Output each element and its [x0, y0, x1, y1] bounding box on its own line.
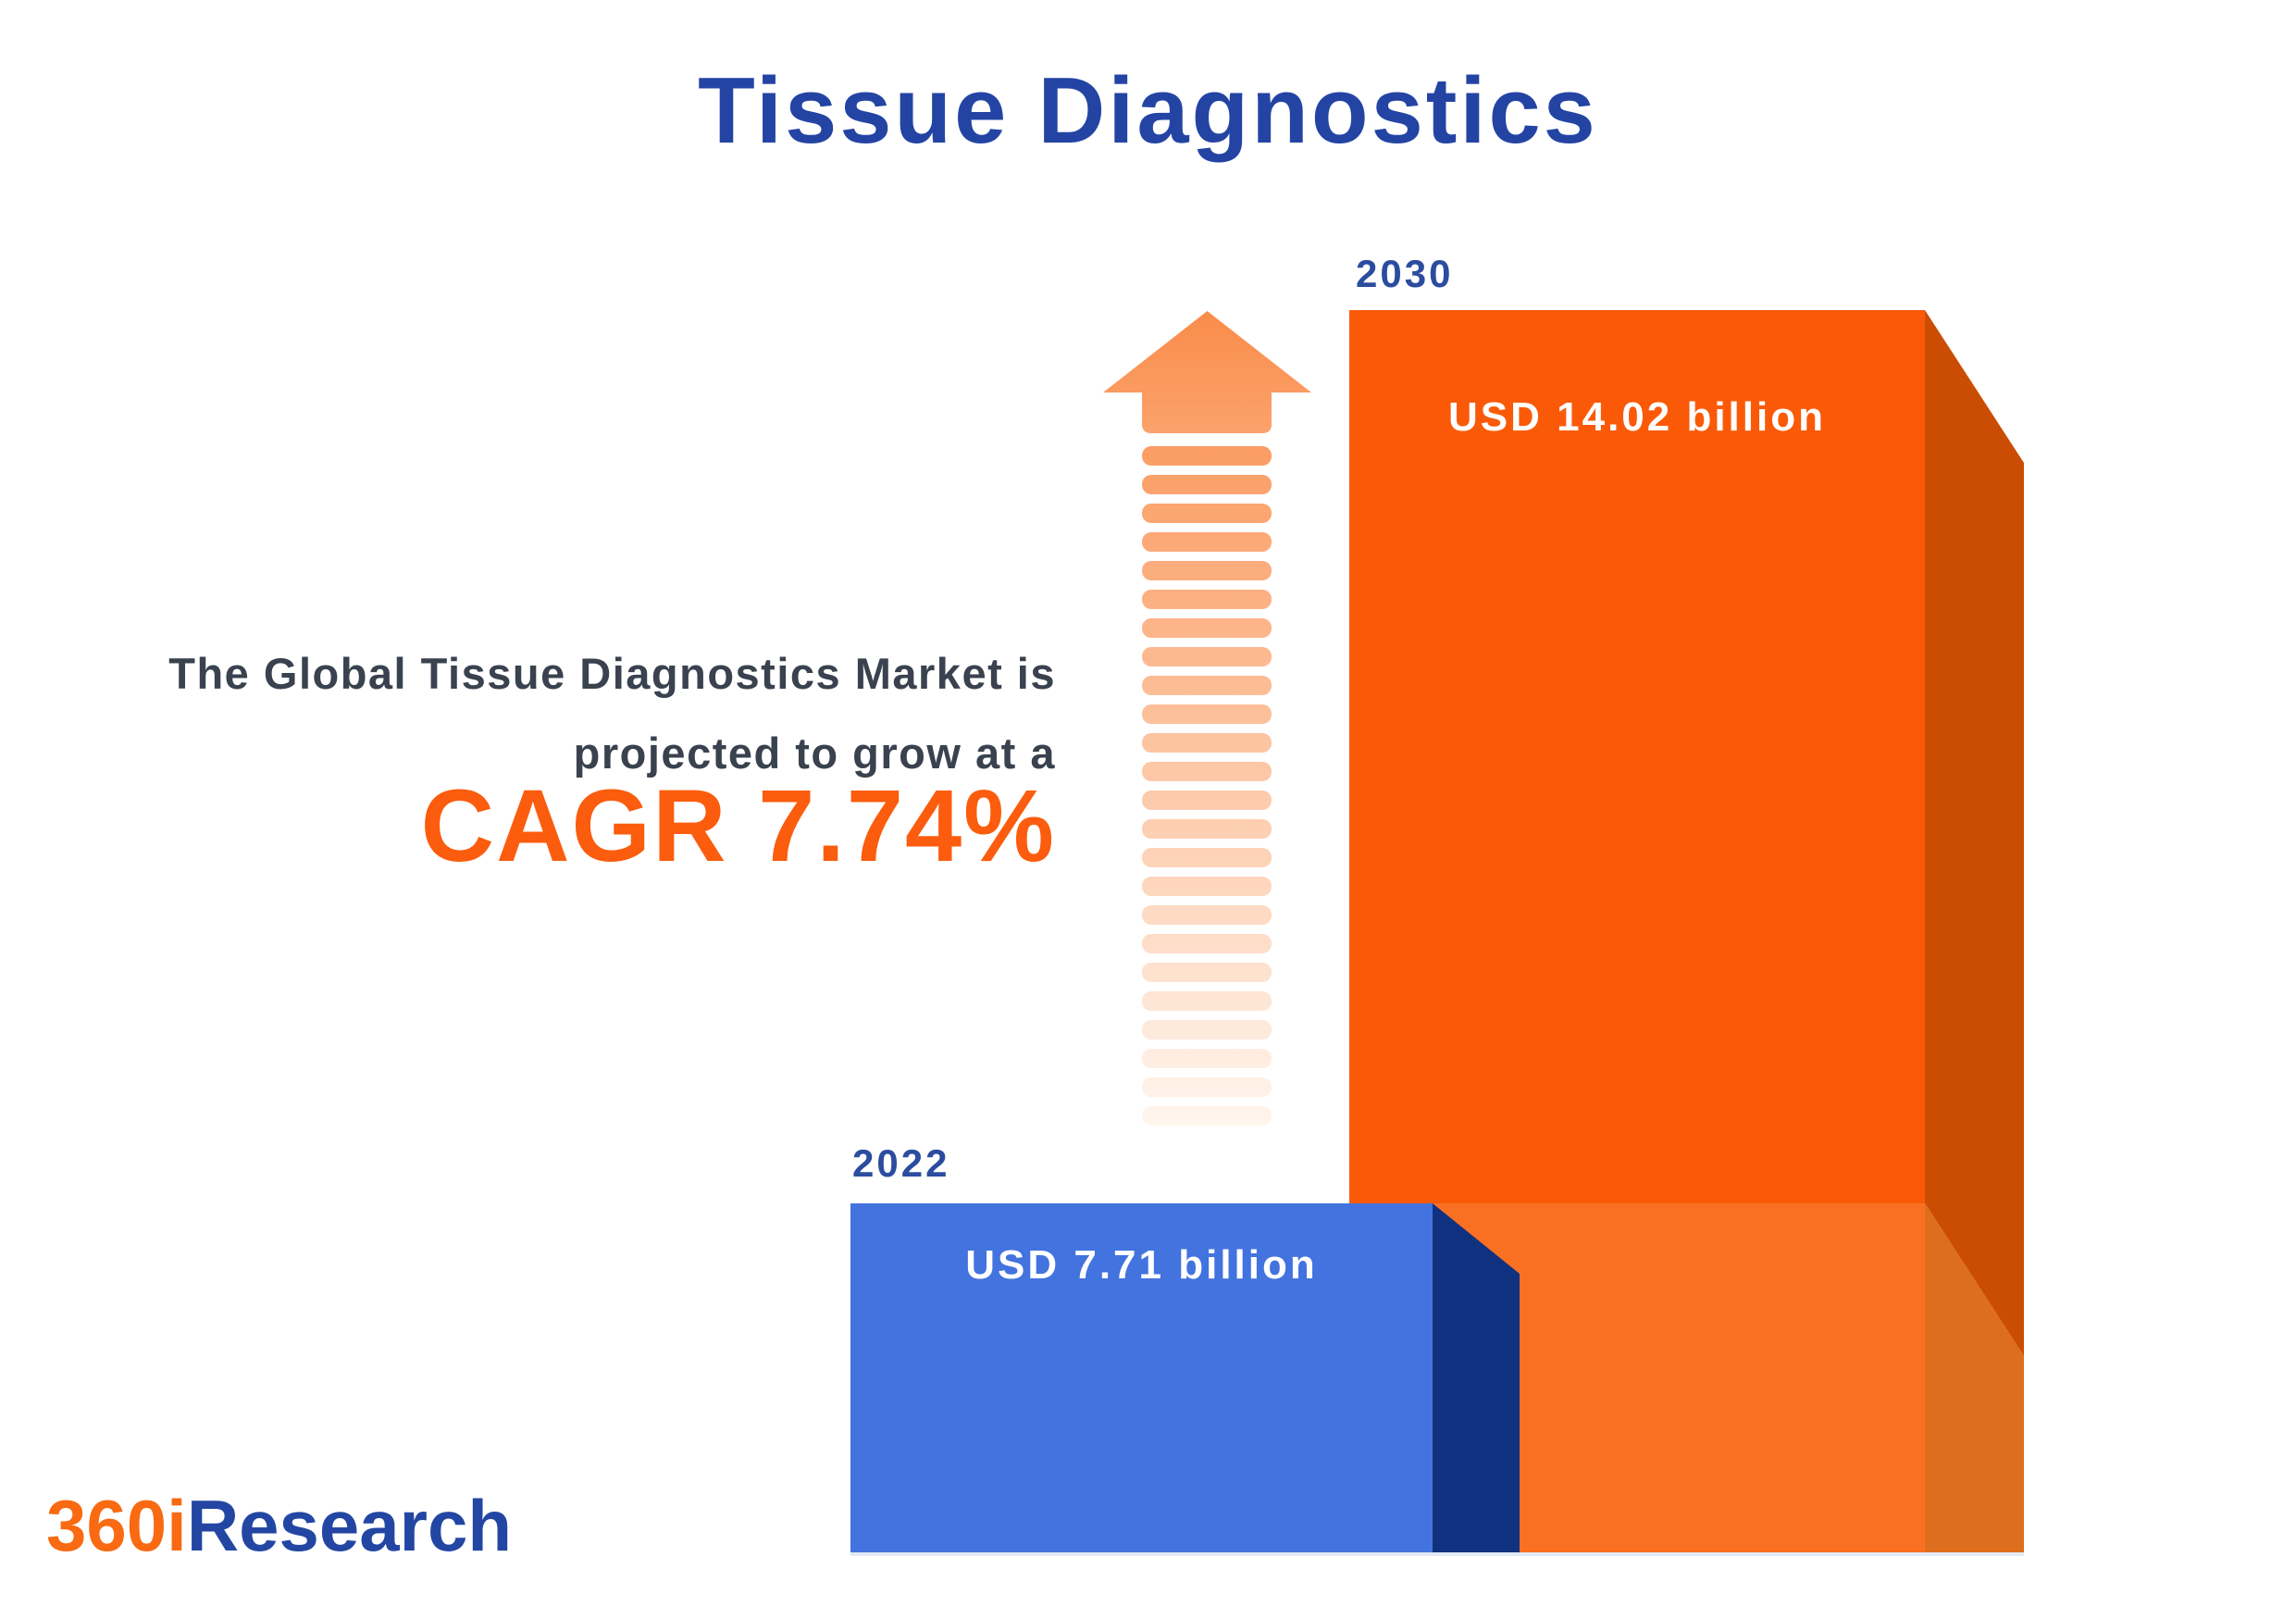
page-title: Tissue Diagnostics [698, 59, 1598, 163]
brand-logo-prefix: 360i [46, 1485, 187, 1566]
bar-2030-front-upper [1349, 310, 1925, 1203]
market-description: The Global Tissue Diagnostics Market is … [168, 634, 1056, 793]
bar-2030-side-lower [1925, 1203, 2024, 1552]
value-label-2022: USD 7.71 billion [965, 1242, 1318, 1288]
market-description-line1: The Global Tissue Diagnostics Market is [168, 649, 1056, 698]
brand-logo-suffix: Research [186, 1485, 513, 1566]
bar-2030-side-upper [1925, 310, 2024, 1356]
year-label-2030: 2030 [1356, 252, 1454, 295]
cagr-value: CAGR 7.74% [420, 769, 1056, 883]
brand-logo: 360iResearch [46, 1489, 512, 1562]
baseline-shadow [850, 1552, 2024, 1556]
value-label-2030: USD 14.02 billion [1448, 394, 1826, 440]
growth-arrow-stripes [1142, 446, 1272, 1135]
bar-2022-front [850, 1203, 1433, 1552]
year-label-2022: 2022 [852, 1141, 950, 1185]
bar-2022 [850, 1203, 1520, 1552]
bar-2030 [1349, 310, 2024, 1552]
growth-arrow-icon [1103, 311, 1311, 1135]
growth-arrow-head [1103, 311, 1311, 433]
bar-2022-side [1433, 1203, 1520, 1552]
market-description-line2: projected to grow at a [573, 729, 1056, 778]
